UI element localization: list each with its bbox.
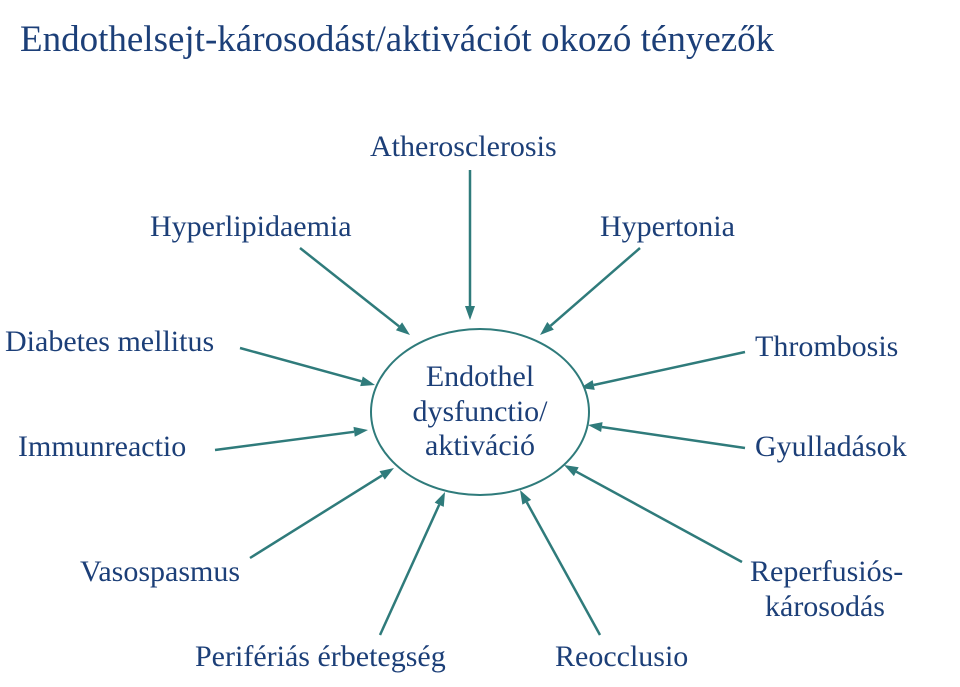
arrow-head-icon	[353, 427, 368, 437]
node-vasospasmus: Vasospasmus	[80, 555, 240, 589]
arrow-head-icon	[564, 465, 579, 476]
arrow-head-icon	[465, 306, 475, 320]
arrow-line	[551, 248, 640, 326]
arrow-line	[300, 248, 399, 326]
arrow-line	[215, 432, 354, 450]
node-thrombosis: Thrombosis	[755, 330, 898, 364]
arrow-line	[576, 472, 742, 562]
node-periferias: Perifériás érbetegség	[195, 640, 446, 674]
page-title: Endothelsejt-károsodást/aktivációt okozó…	[20, 18, 960, 61]
node-hyperlipidaemia: Hyperlipidaemia	[150, 210, 352, 244]
arrow-head-icon	[396, 322, 410, 335]
node-hypertonia: Hypertonia	[600, 210, 735, 244]
arrow-line	[380, 505, 439, 635]
arrow-head-icon	[588, 422, 603, 432]
arrow-line	[594, 352, 745, 385]
arrow-line	[250, 475, 382, 558]
node-reocclusio: Reocclusio	[555, 640, 688, 674]
node-reperfusios2: károsodás	[765, 590, 885, 624]
node-reperfusios1: Reperfusiós-	[750, 555, 903, 589]
center-node-label: Endothel dysfunctio/ aktiváció	[413, 360, 548, 464]
node-atherosclerosis: Atherosclerosis	[370, 130, 557, 164]
node-diabetes: Diabetes mellitus	[5, 325, 214, 359]
arrow-head-icon	[360, 376, 375, 386]
center-node-line3: aktiváció	[413, 429, 548, 464]
arrow-head-icon	[520, 490, 531, 505]
arrow-head-icon	[379, 468, 394, 480]
center-node-line2: dysfunctio/	[413, 395, 548, 430]
node-gyulladasok: Gyulladások	[755, 430, 907, 464]
arrow-line	[527, 502, 600, 635]
node-immunreactio: Immunreactio	[18, 430, 186, 464]
center-node: Endothel dysfunctio/ aktiváció	[370, 328, 590, 496]
center-node-line1: Endothel	[413, 360, 548, 395]
arrow-head-icon	[540, 322, 554, 335]
arrow-head-icon	[435, 492, 445, 507]
arrow-line	[240, 348, 361, 381]
arrow-line	[602, 427, 745, 448]
